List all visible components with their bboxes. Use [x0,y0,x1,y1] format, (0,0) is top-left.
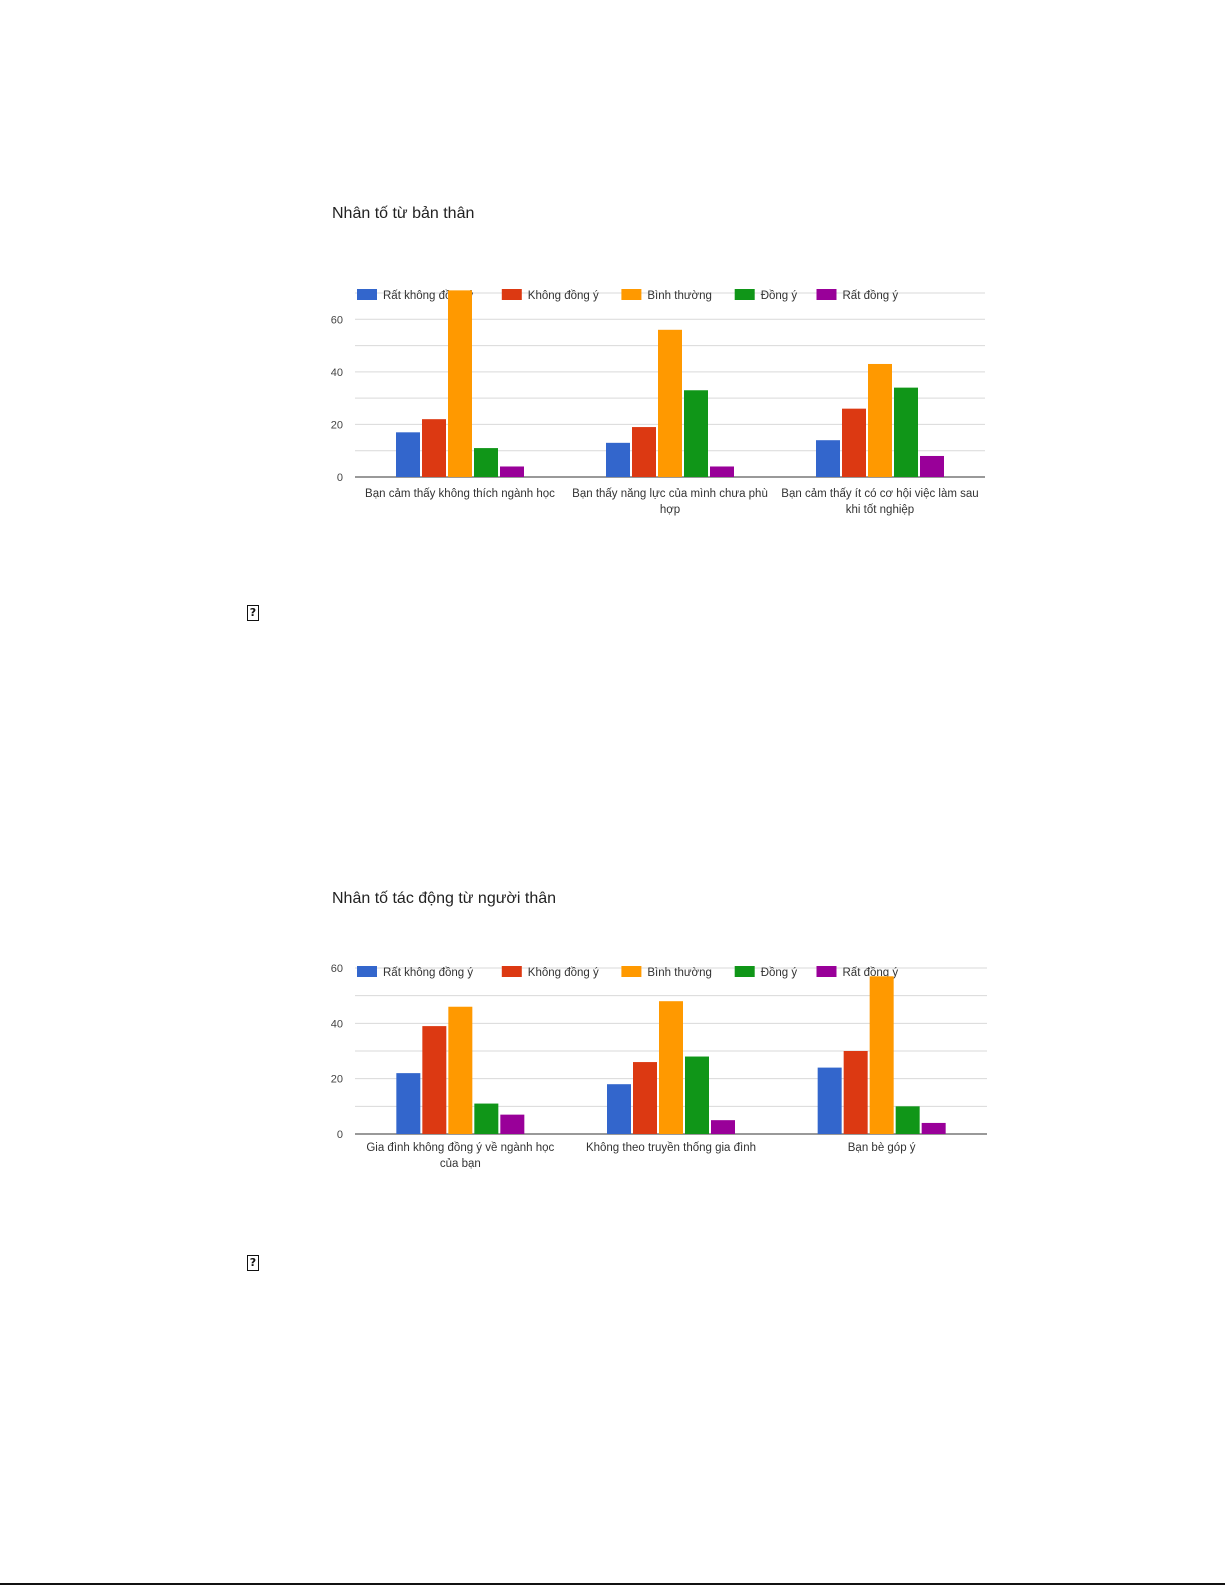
bar [474,448,498,477]
chart-title: Nhân tố tác động từ người thân [332,890,557,907]
bar [422,1026,447,1134]
bar [500,466,524,477]
bar [606,442,630,477]
missing-image-icon: ? [247,1255,259,1271]
legend-swatch [734,289,755,300]
x-category-label: Bạn cảm thấy ít có cơ hội việc làm sau [781,488,978,500]
bar [920,455,944,477]
bar [816,440,840,477]
legend-swatch [816,966,837,977]
y-tick-label: 20 [331,1074,343,1086]
chart-title: Nhân tố từ bản thân [332,205,475,222]
bar [843,1051,868,1134]
legend-swatch [501,289,522,300]
x-category-label: khi tốt nghiệp [846,504,914,516]
x-category-label: Bạn cảm thấy không thích ngành học [365,488,555,500]
bar [817,1067,842,1134]
legend-label: Rất không đồng ý [383,967,473,979]
legend-label: Bình thường [647,290,711,302]
bar [868,363,892,477]
chart-nhan-to-ban-than: Nhân tố từ bản thân 0 20 40 60 Rất không đồn… [320,205,1000,535]
legend-label: Đồng ý [761,290,798,302]
y-tick-label: 40 [331,1018,343,1030]
legend-label: Không đồng ý [528,967,599,979]
page-bottom-rule [0,1583,1225,1585]
bar [422,419,446,477]
bar [921,1122,946,1134]
missing-image-icon: ? [247,605,259,621]
x-category-label: Bạn bè góp ý [848,1142,916,1154]
legend-label: Không đồng ý [528,290,599,302]
x-category-label: Gia đình không đồng ý về ngành học [366,1142,554,1154]
bar [684,390,708,477]
bar [396,1073,421,1134]
bar [607,1084,631,1134]
bar [710,466,734,477]
legend-swatch [621,966,642,977]
bar [685,1056,709,1134]
bar [711,1120,735,1134]
bar-chart-svg: 0 20 40 60 Rất không đồng ý Không đồng ý Bình … [331,963,987,1170]
x-category-label: của bạn [440,1158,481,1170]
bar [658,329,682,477]
bar [894,387,918,477]
bar [500,1114,525,1134]
chart-nhan-to-nguoi-than: Nhân tố tác động từ người thân 0 20 40 60 Rấ… [320,890,1000,1190]
bar [474,1103,499,1134]
legend-swatch [621,289,642,300]
legend-swatch [816,289,837,300]
legend-label: Rất đồng ý [843,290,899,302]
x-category-label: Không theo truyền thống gia đình [586,1142,756,1154]
legend-label: Đồng ý [761,967,798,979]
bar [842,408,866,477]
bar [632,427,656,477]
y-tick-label: 60 [331,314,343,326]
legend-swatch [357,289,377,300]
y-tick-label: 20 [331,419,343,431]
legend-label: Rất đồng ý [843,967,899,979]
bar [659,1001,683,1134]
y-tick-label: 40 [331,367,343,379]
bar [396,432,420,477]
bar [448,1006,473,1134]
bar [448,290,472,477]
legend-swatch [357,966,377,977]
legend-swatch [734,966,755,977]
bar [633,1062,657,1134]
bar [869,976,894,1134]
y-tick-label: 60 [331,963,343,975]
bar [895,1106,920,1134]
legend-label: Bình thường [647,967,711,979]
y-tick-label: 0 [337,472,343,484]
y-tick-label: 0 [337,1129,343,1141]
x-category-label: Bạn thấy năng lực của mình chưa phù [572,488,768,500]
legend-swatch [501,966,522,977]
x-category-label: hợp [660,504,680,516]
